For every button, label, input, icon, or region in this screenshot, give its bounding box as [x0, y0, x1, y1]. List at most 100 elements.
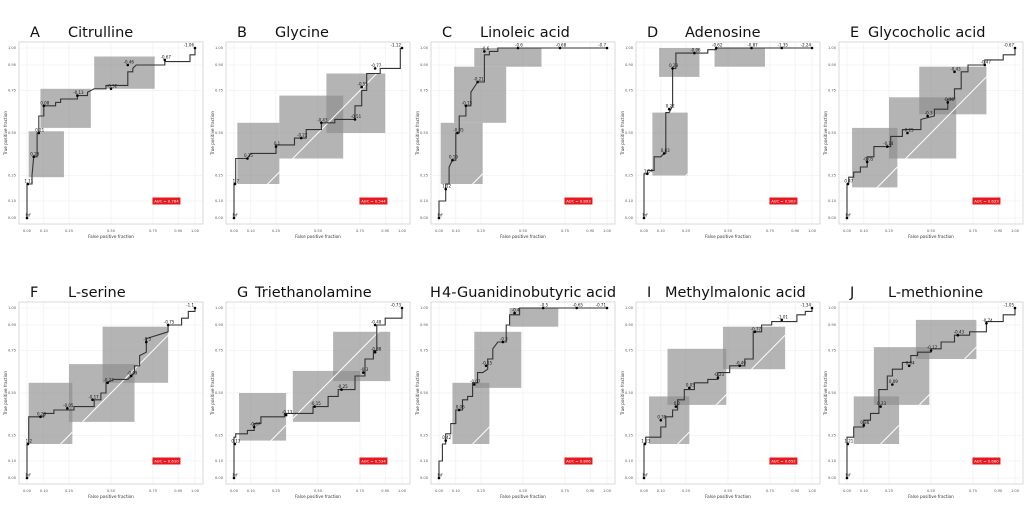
roc-panel-i: I Methylmalonic acid 0.00 0.00 0.10 0.10 0.25 0… — [617, 270, 822, 510]
cutoff-label: -0.17 — [88, 394, 99, 399]
cutoff-point — [879, 405, 882, 408]
y-tick-label: 0.75 — [828, 349, 836, 353]
cutoff-point — [32, 155, 36, 159]
x-tick-label: 0.75 — [969, 229, 977, 233]
cutoff-point — [845, 216, 849, 220]
y-axis-label: True positive fraction — [210, 371, 215, 416]
y-tick-label: 0.50 — [625, 391, 634, 395]
cutoff-point — [659, 418, 663, 422]
roc-panel-j: J L-methionine 0.00 0.00 0.10 0.10 0.25 0.25 0.5… — [820, 270, 1024, 510]
y-tick-label: 1.00 — [420, 46, 429, 50]
cutoff-point — [66, 407, 69, 410]
x-tick-label: 0.00 — [435, 229, 444, 233]
cutoff-label: -0.73 — [391, 303, 402, 308]
cutoff-point — [163, 58, 167, 62]
y-tick-label: 0.00 — [625, 476, 634, 480]
auc-badge — [769, 197, 798, 205]
cutoff-label: 0.28 — [37, 411, 46, 416]
cutoff-point — [513, 311, 516, 315]
cutoff-label: -0.65 — [573, 303, 584, 308]
cutoff-label: -0.6 — [515, 43, 523, 48]
panel-letter: B — [237, 25, 247, 41]
cutoff-label: -0.71 — [596, 303, 607, 308]
cutoff-point — [299, 136, 303, 140]
auc-badge — [972, 457, 1001, 465]
x-tick-label: 1.00 — [398, 229, 407, 233]
y-tick-label: 0.50 — [8, 391, 17, 395]
auc-label: AUC = 0.534 — [361, 459, 386, 464]
x-tick-label: 1.00 — [808, 229, 817, 233]
cutoff-point — [926, 114, 929, 118]
cutoff-point — [166, 323, 170, 327]
cutoff-label: 0.23 — [877, 401, 886, 406]
cutoff-point — [109, 87, 113, 91]
cutoff-label: -0.07 — [250, 422, 261, 427]
confidence-box — [333, 331, 391, 382]
cutoff-point — [865, 160, 869, 164]
y-tick-label: 0.25 — [8, 434, 16, 438]
roc-curve — [846, 308, 1016, 478]
cutoff-point — [501, 340, 505, 344]
cutoff-label: Inf — [232, 213, 238, 218]
x-tick-label: 0.10 — [40, 489, 49, 493]
panel-metabolite-name: L-methionine — [888, 285, 984, 301]
panel-letter: G — [237, 285, 249, 301]
cutoff-point — [353, 118, 357, 121]
cutoff-point — [362, 371, 365, 374]
y-tick-label: 0.25 — [8, 174, 16, 178]
y-tick-label: 0.75 — [8, 89, 16, 93]
diagonal-reference-line — [237, 73, 386, 185]
y-axis-label: True positive fraction — [620, 371, 625, 416]
x-tick-label: 0.90 — [174, 489, 183, 493]
x-tick-label: 0.50 — [107, 229, 116, 233]
y-tick-label: 0.90 — [8, 323, 17, 327]
x-axis-label: False positive fraction — [88, 494, 134, 499]
cutoff-label: -0.67 — [161, 54, 172, 59]
cutoff-label: 0.19 — [449, 155, 458, 160]
y-tick-label: 0.25 — [215, 174, 223, 178]
x-tick-label: 0.25 — [682, 489, 690, 493]
cutoff-label: 0.08 — [40, 100, 49, 105]
y-tick-label: 0.50 — [625, 131, 634, 135]
cutoff-label: Inf — [437, 473, 443, 478]
cutoff-label: -0.15 — [482, 360, 493, 365]
panel-metabolite-name: Linoleic acid — [480, 25, 570, 41]
auc-badge — [359, 197, 388, 205]
panel-metabolite-name: Glycocholic acid — [868, 25, 986, 41]
x-tick-label: 1.00 — [808, 489, 817, 493]
cutoff-point — [483, 50, 486, 53]
cutoff-label: 0.2 — [674, 401, 681, 406]
y-tick-label: 0.10 — [625, 459, 634, 463]
cutoff-label: 0.47 — [844, 179, 853, 184]
cutoff-label: -0.22 — [297, 133, 308, 138]
auc-label: AUC = 0.893 — [566, 199, 591, 204]
x-axis-label: False positive fraction — [705, 494, 751, 499]
cutoff-point — [457, 408, 461, 412]
panel-title: C Linoleic acid — [442, 25, 570, 41]
auc-badge — [972, 197, 1001, 205]
roc-panel-c: C Linoleic acid 0.00 0.00 0.10 0.10 0.25 0.25 0.… — [412, 0, 617, 240]
cutoff-label: -0.15 — [310, 401, 321, 406]
panel-title: B Glycine — [237, 25, 329, 41]
cutoff-point — [373, 350, 377, 354]
cutoff-label: -0.06 — [690, 48, 701, 53]
cutoff-label: -0.05 — [863, 156, 874, 161]
roc-curve — [26, 48, 196, 218]
cutoff-point — [444, 187, 448, 191]
x-tick-label: 0.10 — [860, 229, 869, 233]
cutoff-label: -0.05 — [453, 128, 464, 133]
x-tick-label: 0.75 — [561, 229, 569, 233]
cutoff-label: -0.38 — [371, 347, 382, 352]
diagonal-reference-line — [852, 66, 987, 188]
x-tick-label: 0.90 — [791, 229, 800, 233]
x-tick-label: 0.90 — [586, 229, 595, 233]
roc-curve — [438, 47, 607, 218]
cutoff-point — [373, 67, 377, 70]
cutoff-label: -0.74 — [982, 318, 993, 323]
cutoff-point — [360, 85, 363, 89]
cutoff-label: -0.14 — [883, 141, 894, 146]
auc-label: AUC = 0.903 — [771, 199, 796, 204]
roc-curve — [643, 47, 812, 218]
x-tick-label: 0.90 — [381, 229, 390, 233]
x-tick-label: 1.00 — [191, 229, 200, 233]
